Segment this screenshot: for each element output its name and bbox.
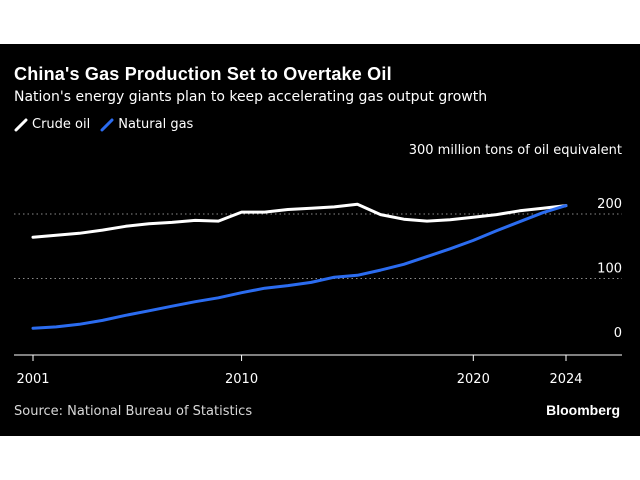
legend: Crude oil Natural gas bbox=[14, 117, 203, 132]
legend-crude-oil-slash-icon bbox=[14, 118, 28, 131]
legend-natural-gas-slash-icon bbox=[100, 118, 114, 131]
chart-title: China's Gas Production Set to Overtake O… bbox=[14, 64, 392, 84]
legend-item-crude-oil: Crude oil bbox=[14, 117, 90, 132]
bloomberg-logo: Bloomberg bbox=[546, 402, 620, 418]
series-line-natural-gas bbox=[31, 204, 568, 330]
x-tick-label-2010: 2010 bbox=[225, 372, 258, 387]
legend-label-natural-gas: Natural gas bbox=[118, 117, 194, 132]
x-axis-ticks: 2001 2010 2020 2024 bbox=[16, 355, 583, 387]
legend-label-crude-oil: Crude oil bbox=[32, 117, 91, 132]
series-lines bbox=[31, 202, 568, 330]
x-tick-label-2001: 2001 bbox=[16, 372, 49, 387]
x-tick-label-2024: 2024 bbox=[549, 372, 582, 387]
unit-label: 300 million tons of oil equivalent bbox=[409, 143, 622, 158]
y-tick-label-0: 0 bbox=[614, 326, 622, 341]
chart-panel: China's Gas Production Set to Overtake O… bbox=[0, 44, 640, 436]
chart-subtitle: Nation's energy giants plan to keep acce… bbox=[14, 89, 488, 105]
y-axis-ticks: 0 100 200 bbox=[597, 197, 622, 341]
y-tick-label-200: 200 bbox=[597, 197, 622, 212]
x-tick-label-2020: 2020 bbox=[457, 372, 490, 387]
legend-item-natural-gas: Natural gas bbox=[100, 117, 193, 132]
y-tick-label-100: 100 bbox=[597, 262, 622, 277]
series-line-crude-oil bbox=[31, 202, 568, 239]
source-note: Source: National Bureau of Statistics bbox=[14, 404, 253, 419]
line-chart: 300 million tons of oil equivalent 0 100 2… bbox=[14, 143, 622, 387]
gridlines bbox=[14, 213, 622, 279]
